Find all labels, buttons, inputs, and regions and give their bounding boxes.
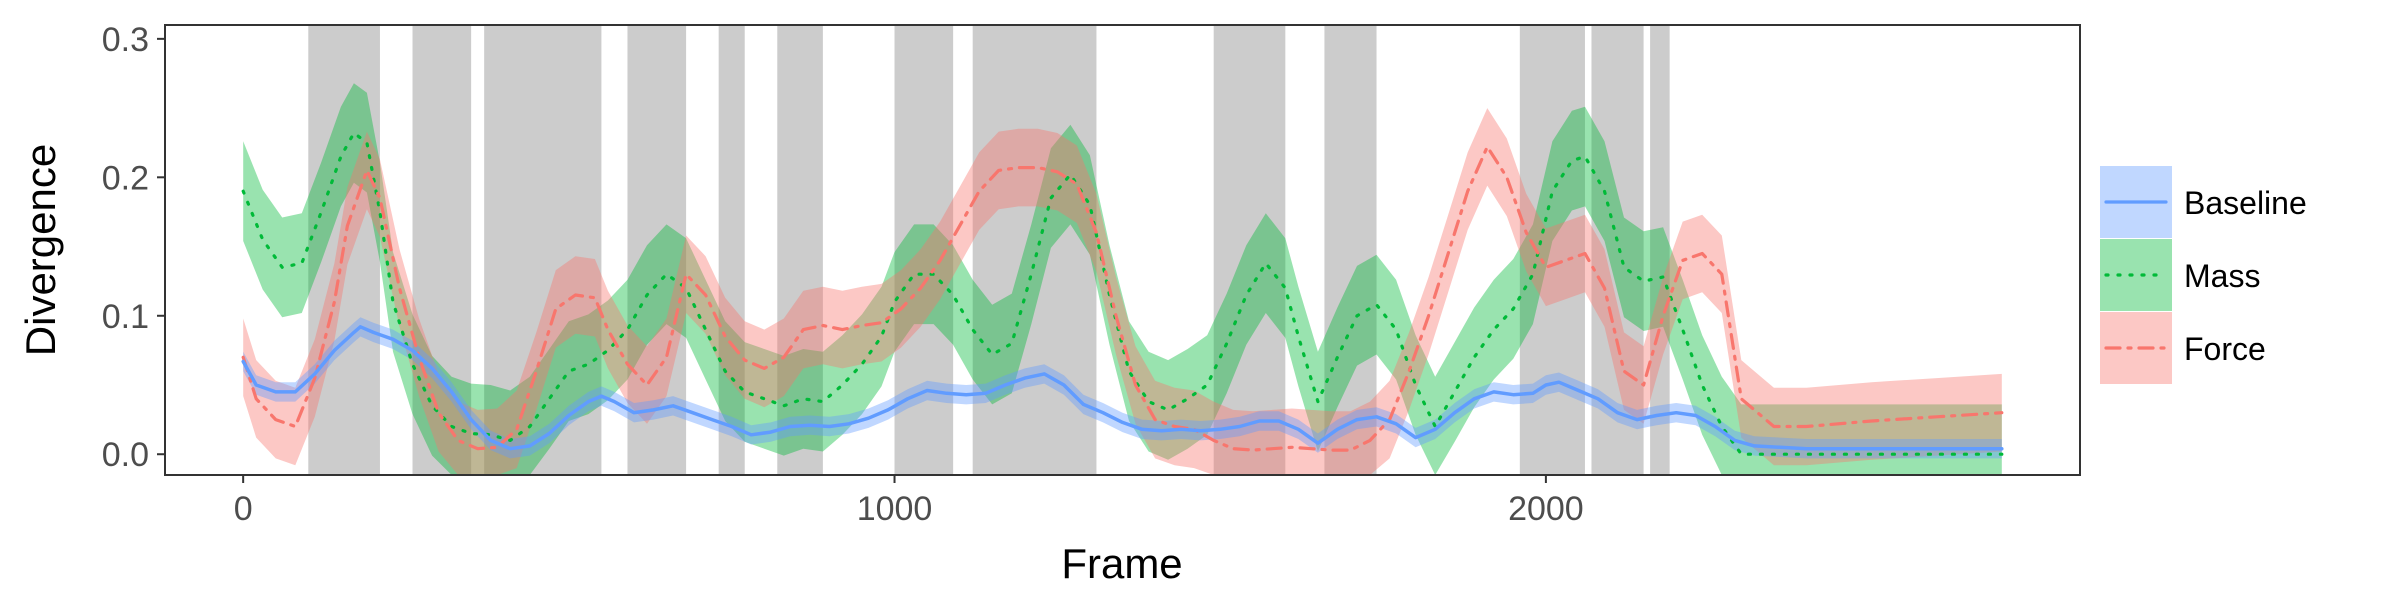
legend-swatch xyxy=(2100,239,2172,311)
line-force xyxy=(241,145,2004,452)
shaded-region xyxy=(412,25,472,475)
x-axis-ticks: 0 1000 2000 xyxy=(234,475,1584,528)
legend-label: Baseline xyxy=(2184,185,2307,221)
legend: Baseline Mass Force xyxy=(2100,166,2307,384)
y-tick-label: 0.1 xyxy=(102,298,149,336)
series-lines xyxy=(241,131,2004,456)
band-mass xyxy=(243,83,2002,475)
shaded-region xyxy=(777,25,823,475)
shaded-region xyxy=(1519,25,1585,475)
shaded-region xyxy=(627,25,687,475)
line-baseline xyxy=(241,325,2004,451)
legend-label: Force xyxy=(2184,331,2266,367)
legend-key-force: Force xyxy=(2100,312,2266,384)
x-axis-title: Frame xyxy=(1061,540,1182,587)
band-force xyxy=(243,108,2002,475)
x-tick-label: 0 xyxy=(234,490,253,528)
confidence-bands xyxy=(243,83,2002,475)
legend-label: Mass xyxy=(2184,258,2260,294)
shaded-regions xyxy=(308,25,1670,475)
y-tick-label: 0.2 xyxy=(102,159,149,197)
band-baseline xyxy=(243,317,2002,459)
plot-border xyxy=(164,24,2081,476)
shaded-region xyxy=(1650,25,1670,475)
y-tick-label: 0.0 xyxy=(102,436,149,474)
legend-key-mass: Mass xyxy=(2100,239,2260,311)
x-tick-label: 1000 xyxy=(857,490,933,528)
legend-key-baseline: Baseline xyxy=(2100,166,2307,238)
shaded-region xyxy=(1213,25,1286,475)
y-axis-ticks: 0.0 0.1 0.2 0.3 xyxy=(102,21,165,474)
shaded-region xyxy=(718,25,745,475)
shaded-region xyxy=(484,25,602,475)
x-tick-label: 2000 xyxy=(1508,490,1584,528)
y-tick-label: 0.3 xyxy=(102,21,149,59)
y-axis-title: Divergence xyxy=(17,144,64,356)
shaded-region xyxy=(972,25,1097,475)
shaded-region xyxy=(1324,25,1377,475)
